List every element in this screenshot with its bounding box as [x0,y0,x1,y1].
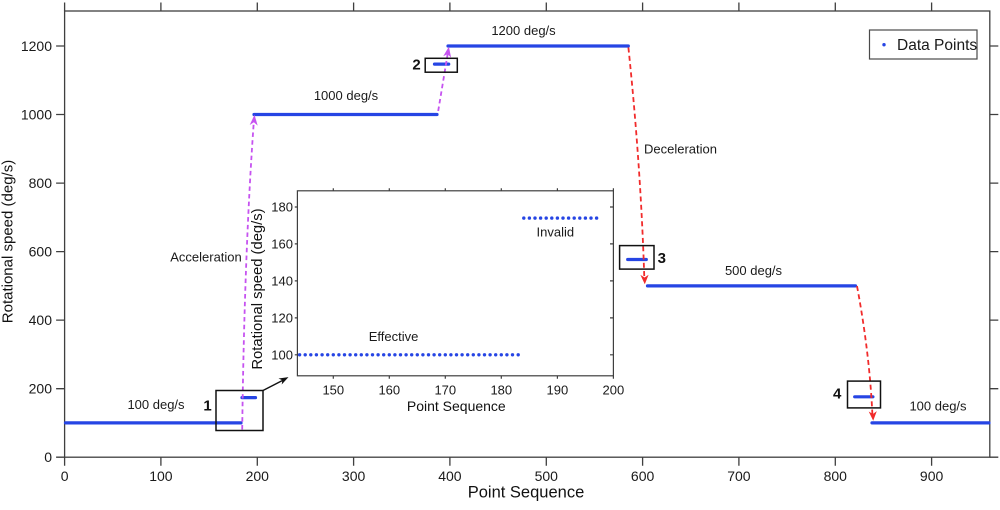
svg-text:180: 180 [271,200,293,215]
svg-text:1: 1 [203,398,211,415]
svg-text:1200: 1200 [21,38,52,54]
svg-text:0: 0 [61,468,69,484]
svg-text:160: 160 [378,382,400,397]
svg-text:200: 200 [29,381,53,397]
svg-text:700: 700 [727,468,751,484]
svg-text:600: 600 [631,468,655,484]
svg-text:Acceleration: Acceleration [170,250,242,265]
svg-text:1000: 1000 [21,107,52,123]
svg-text:Rotational speed (deg/s): Rotational speed (deg/s) [250,208,266,369]
svg-text:Point Sequence: Point Sequence [407,398,506,414]
svg-text:1200 deg/s: 1200 deg/s [491,23,556,38]
svg-text:Deceleration: Deceleration [644,141,717,156]
svg-text:800: 800 [824,468,848,484]
svg-text:Rotational speed (deg/s): Rotational speed (deg/s) [0,160,17,323]
svg-text:900: 900 [920,468,944,484]
svg-text:100: 100 [271,347,293,362]
svg-text:100 deg/s: 100 deg/s [909,399,967,414]
svg-text:100 deg/s: 100 deg/s [127,397,185,412]
svg-text:500 deg/s: 500 deg/s [725,263,783,278]
svg-text:140: 140 [271,274,293,289]
svg-text:1000 deg/s: 1000 deg/s [314,88,379,103]
svg-text:3: 3 [658,250,666,267]
svg-text:150: 150 [322,382,344,397]
svg-text:400: 400 [438,468,462,484]
svg-text:600: 600 [29,244,53,260]
svg-text:100: 100 [149,468,173,484]
svg-text:Point Sequence: Point Sequence [468,484,585,502]
svg-text:200: 200 [246,468,270,484]
svg-text:180: 180 [490,382,512,397]
svg-text:0: 0 [44,449,52,465]
svg-text:4: 4 [833,386,842,403]
svg-text:190: 190 [547,382,569,397]
svg-text:500: 500 [535,468,559,484]
svg-text:200: 200 [603,382,625,397]
svg-text:800: 800 [29,175,53,191]
svg-text:Effective: Effective [369,329,419,344]
svg-text:160: 160 [271,237,293,252]
svg-text:120: 120 [271,311,293,326]
svg-text:Invalid: Invalid [537,224,575,239]
svg-text:2: 2 [412,57,420,74]
svg-text:170: 170 [434,382,456,397]
svg-text:400: 400 [29,312,53,328]
svg-text:Data Points: Data Points [897,37,977,54]
svg-text:300: 300 [342,468,366,484]
